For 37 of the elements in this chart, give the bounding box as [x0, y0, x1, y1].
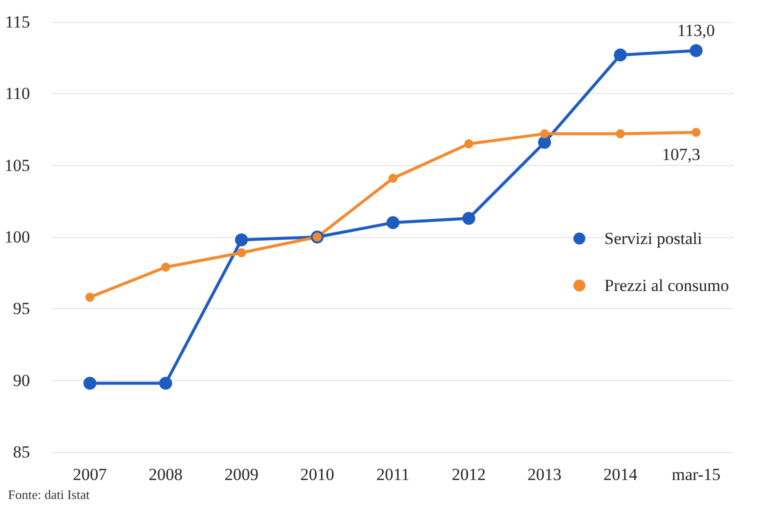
legend-label: Prezzi al consumo — [604, 276, 730, 295]
source-note: Fonte: dati Istat — [8, 487, 90, 502]
x-tick-label: 2013 — [528, 465, 562, 484]
point — [236, 248, 246, 258]
y-tick-label: 95 — [13, 299, 30, 318]
point — [690, 44, 703, 58]
y-tick-label: 85 — [13, 442, 30, 462]
y-tick-label: 90 — [13, 370, 30, 390]
point — [159, 376, 172, 390]
x-tick-label: 2011 — [376, 465, 410, 484]
x-tick-label: 2008 — [148, 465, 183, 484]
x-tick-label: 2014 — [603, 465, 638, 484]
point — [616, 129, 625, 138]
data-label: 113,0 — [677, 21, 715, 40]
y-tick-label: 110 — [5, 84, 30, 104]
point — [161, 262, 170, 272]
point — [464, 139, 474, 148]
point — [538, 136, 552, 149]
x-tick-label: 2010 — [300, 465, 334, 484]
y-tick-label: 105 — [4, 156, 30, 175]
point — [540, 129, 550, 138]
x-tick-label: 2009 — [224, 465, 258, 484]
point — [83, 376, 96, 390]
point — [614, 48, 627, 62]
x-tick-label: 2012 — [452, 465, 486, 484]
data-label: 107,3 — [662, 144, 700, 164]
point — [386, 216, 400, 230]
x-tick-label: 2007 — [72, 465, 108, 484]
y-tick-label: 115 — [5, 12, 30, 32]
point — [234, 233, 248, 246]
y-tick-label: 100 — [4, 228, 30, 246]
x-tick-label: mar-15 — [672, 465, 720, 484]
point — [85, 292, 94, 302]
legend-label: Servizi postali — [604, 229, 702, 248]
point — [692, 128, 701, 137]
point — [388, 174, 398, 183]
point — [462, 212, 476, 225]
